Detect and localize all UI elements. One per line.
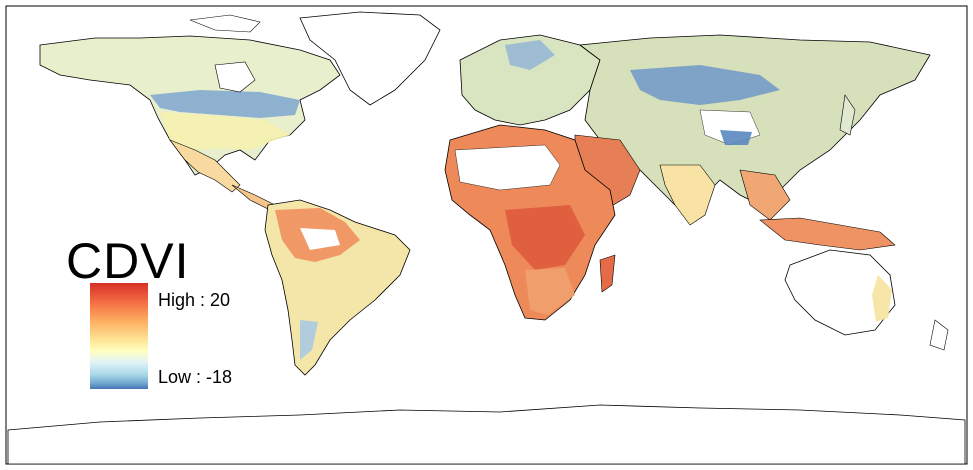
- central-africa-red: [505, 205, 585, 270]
- indonesia: [759, 217, 896, 251]
- legend-low-label: Low : -18: [158, 367, 233, 387]
- india: [659, 164, 716, 226]
- south-america-region: [264, 199, 411, 376]
- amazon-blank: [300, 228, 340, 250]
- southern-africa: [525, 268, 575, 315]
- canada-blue-band: [150, 90, 300, 118]
- europe-region: [459, 34, 601, 126]
- tibet-blue: [720, 130, 752, 145]
- oceania-region: [759, 217, 949, 351]
- australia: [784, 249, 896, 336]
- europe-outline: [459, 34, 601, 126]
- africa-region: [444, 124, 616, 321]
- arctic-islands: [189, 14, 261, 33]
- antarctica: [7, 404, 966, 465]
- legend-color-bar: [90, 283, 148, 389]
- asia-region: [574, 34, 931, 226]
- hudson-bay: [214, 61, 256, 93]
- scandinavia-blue: [505, 40, 555, 70]
- sahara-blank: [454, 144, 561, 191]
- siberia-blue: [630, 65, 780, 105]
- madagascar: [599, 254, 616, 293]
- new-zealand: [929, 319, 949, 351]
- patagonia-blue: [300, 320, 318, 360]
- japan: [839, 94, 856, 136]
- greenland: [299, 11, 441, 106]
- australia-east-coast: [872, 275, 892, 322]
- legend-title: CDVI: [66, 233, 190, 289]
- southeast-asia: [739, 169, 791, 221]
- north-america-region: [39, 35, 341, 211]
- usa-yellow: [160, 112, 290, 150]
- legend-high-label: High : 20: [158, 290, 231, 310]
